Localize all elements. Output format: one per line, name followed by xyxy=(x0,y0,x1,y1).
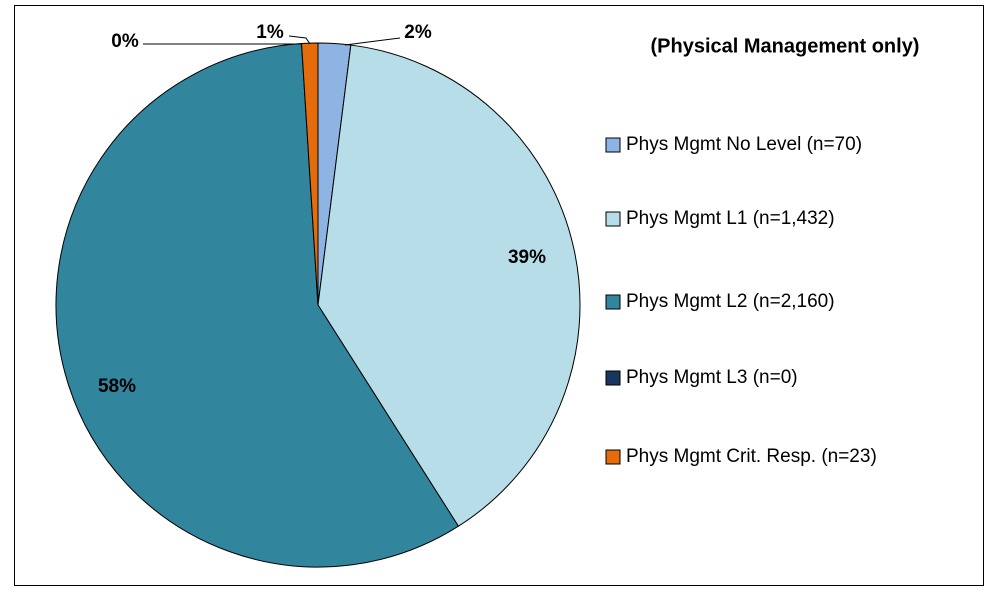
data-label: 39% xyxy=(508,247,546,268)
pie-slice xyxy=(317,44,581,527)
legend-swatch xyxy=(605,137,621,153)
leader-line xyxy=(288,35,311,45)
legend-swatch xyxy=(605,211,621,227)
legend-swatch xyxy=(605,294,621,310)
data-label: 2% xyxy=(404,22,432,43)
legend-swatch xyxy=(605,370,621,386)
leader-line xyxy=(344,37,401,46)
legend-swatch xyxy=(605,449,621,465)
data-label: 1% xyxy=(256,22,284,43)
legend-label: Phys Mgmt L1 (n=1,432) xyxy=(626,208,835,229)
legend-label: Phys Mgmt L3 (n=0) xyxy=(626,367,798,388)
pie-slice xyxy=(55,42,460,568)
chart-title: (Physical Management only) xyxy=(651,35,920,57)
legend-label: Phys Mgmt L2 (n=2,160) xyxy=(626,291,835,312)
data-label: 0% xyxy=(111,31,139,52)
legend-label: Phys Mgmt Crit. Resp. (n=23) xyxy=(626,446,877,467)
legend-label: Phys Mgmt No Level (n=70) xyxy=(626,134,862,155)
data-label: 58% xyxy=(98,376,136,397)
